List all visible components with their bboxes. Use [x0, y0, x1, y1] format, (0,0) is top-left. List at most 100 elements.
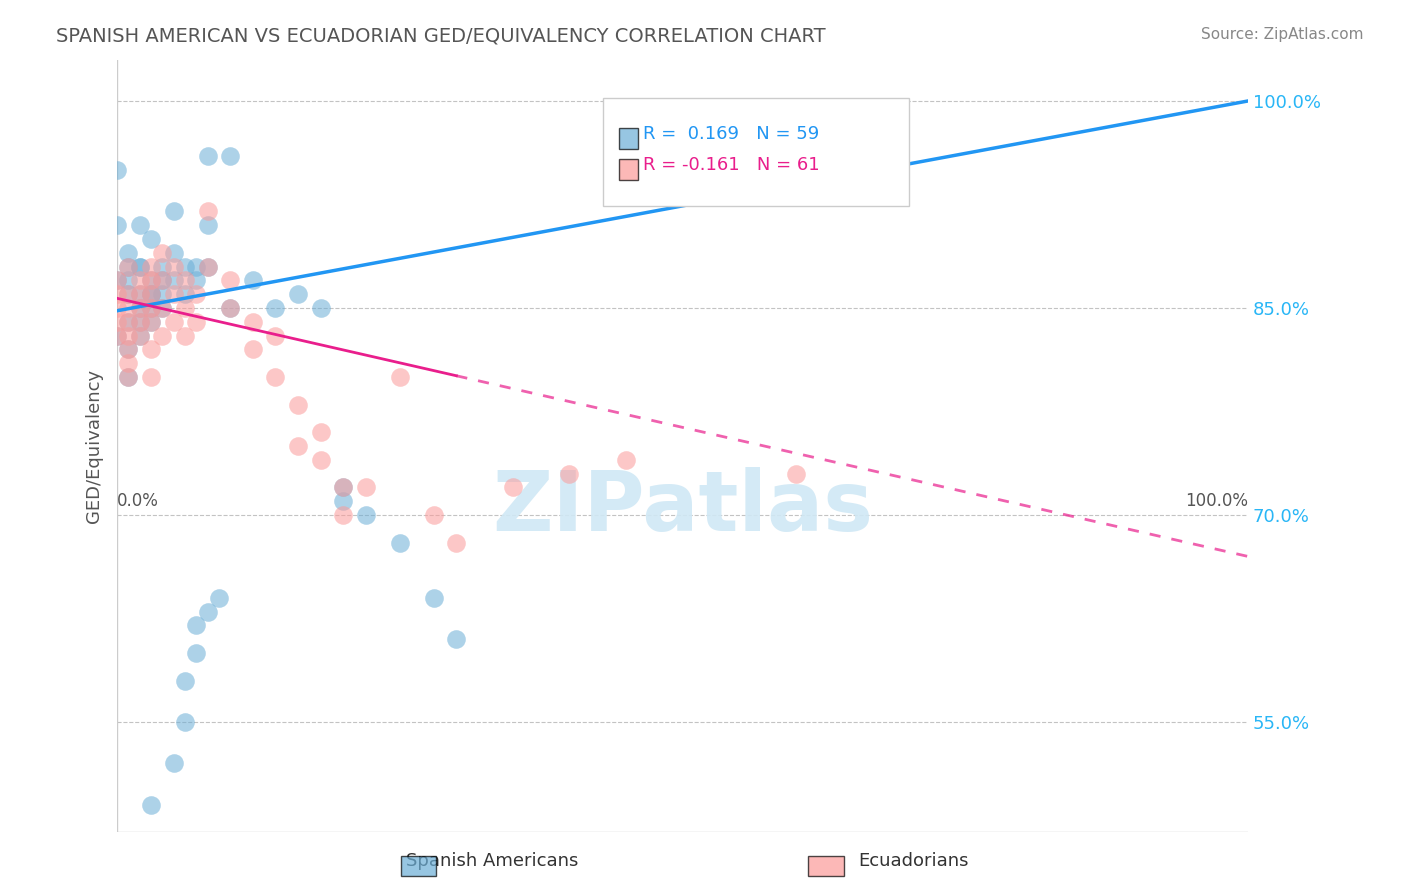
Point	[174, 287, 197, 301]
Point	[446, 632, 468, 647]
Point	[117, 287, 139, 301]
Point	[139, 315, 162, 329]
Point	[139, 260, 162, 274]
Point	[186, 260, 208, 274]
Point	[502, 480, 524, 494]
Point	[139, 287, 162, 301]
Point	[128, 260, 150, 274]
FancyBboxPatch shape	[619, 128, 638, 149]
Point	[174, 328, 197, 343]
Point	[186, 315, 208, 329]
Point	[174, 673, 197, 688]
Point	[117, 343, 139, 357]
Point	[139, 287, 162, 301]
Point	[219, 301, 242, 315]
Point	[219, 301, 242, 315]
Point	[446, 535, 468, 549]
Point	[152, 245, 174, 260]
FancyBboxPatch shape	[603, 98, 908, 206]
Text: SPANISH AMERICAN VS ECUADORIAN GED/EQUIVALENCY CORRELATION CHART: SPANISH AMERICAN VS ECUADORIAN GED/EQUIV…	[56, 27, 825, 45]
Point	[332, 480, 354, 494]
Point	[152, 260, 174, 274]
Point	[139, 315, 162, 329]
Point	[105, 328, 128, 343]
Text: 0.0%: 0.0%	[117, 492, 159, 510]
Point	[117, 260, 139, 274]
Point	[128, 328, 150, 343]
Point	[219, 149, 242, 163]
Point	[163, 260, 186, 274]
Point	[332, 508, 354, 522]
Point	[264, 328, 287, 343]
Point	[197, 260, 219, 274]
Point	[105, 273, 128, 287]
Point	[287, 398, 309, 412]
Point	[174, 301, 197, 315]
Text: ZIPatlas: ZIPatlas	[492, 467, 873, 549]
Point	[332, 494, 354, 508]
Point	[105, 218, 128, 232]
Point	[152, 301, 174, 315]
Point	[163, 204, 186, 219]
Point	[117, 287, 139, 301]
Point	[128, 218, 150, 232]
Point	[117, 273, 139, 287]
Point	[309, 301, 332, 315]
Point	[105, 315, 128, 329]
Point	[354, 480, 377, 494]
Point	[139, 343, 162, 357]
Point	[152, 273, 174, 287]
Point	[287, 439, 309, 453]
Point	[128, 315, 150, 329]
Point	[117, 245, 139, 260]
Point	[242, 273, 264, 287]
Point	[163, 273, 186, 287]
Point	[117, 370, 139, 384]
FancyBboxPatch shape	[619, 160, 638, 180]
Point	[105, 328, 128, 343]
Point	[242, 315, 264, 329]
Y-axis label: GED/Equivalency: GED/Equivalency	[86, 369, 103, 523]
Text: 100.0%: 100.0%	[1185, 492, 1249, 510]
Point	[139, 232, 162, 246]
Point	[128, 301, 150, 315]
Point	[139, 301, 162, 315]
Point	[174, 714, 197, 729]
Point	[163, 315, 186, 329]
Point	[423, 591, 446, 605]
Point	[186, 646, 208, 660]
Point	[197, 149, 219, 163]
Point	[128, 287, 150, 301]
Point	[152, 287, 174, 301]
Point	[117, 315, 139, 329]
Point	[152, 328, 174, 343]
Point	[388, 535, 411, 549]
Point	[197, 218, 219, 232]
Point	[139, 287, 162, 301]
Text: R =  0.169   N = 59: R = 0.169 N = 59	[643, 125, 820, 144]
Point	[128, 287, 150, 301]
Point	[197, 605, 219, 619]
Point	[197, 204, 219, 219]
Point	[208, 591, 231, 605]
Point	[264, 370, 287, 384]
Point	[242, 343, 264, 357]
Point	[128, 315, 150, 329]
Point	[105, 163, 128, 178]
Point	[186, 273, 208, 287]
Point	[139, 273, 162, 287]
Point	[423, 508, 446, 522]
Point	[117, 315, 139, 329]
Point	[139, 370, 162, 384]
Point	[117, 370, 139, 384]
Text: Source: ZipAtlas.com: Source: ZipAtlas.com	[1201, 27, 1364, 42]
Point	[309, 452, 332, 467]
Text: Ecuadorians: Ecuadorians	[859, 852, 969, 870]
Point	[163, 245, 186, 260]
Point	[117, 343, 139, 357]
Point	[174, 273, 197, 287]
Point	[139, 797, 162, 812]
Point	[186, 287, 208, 301]
Point	[174, 260, 197, 274]
Point	[117, 356, 139, 370]
